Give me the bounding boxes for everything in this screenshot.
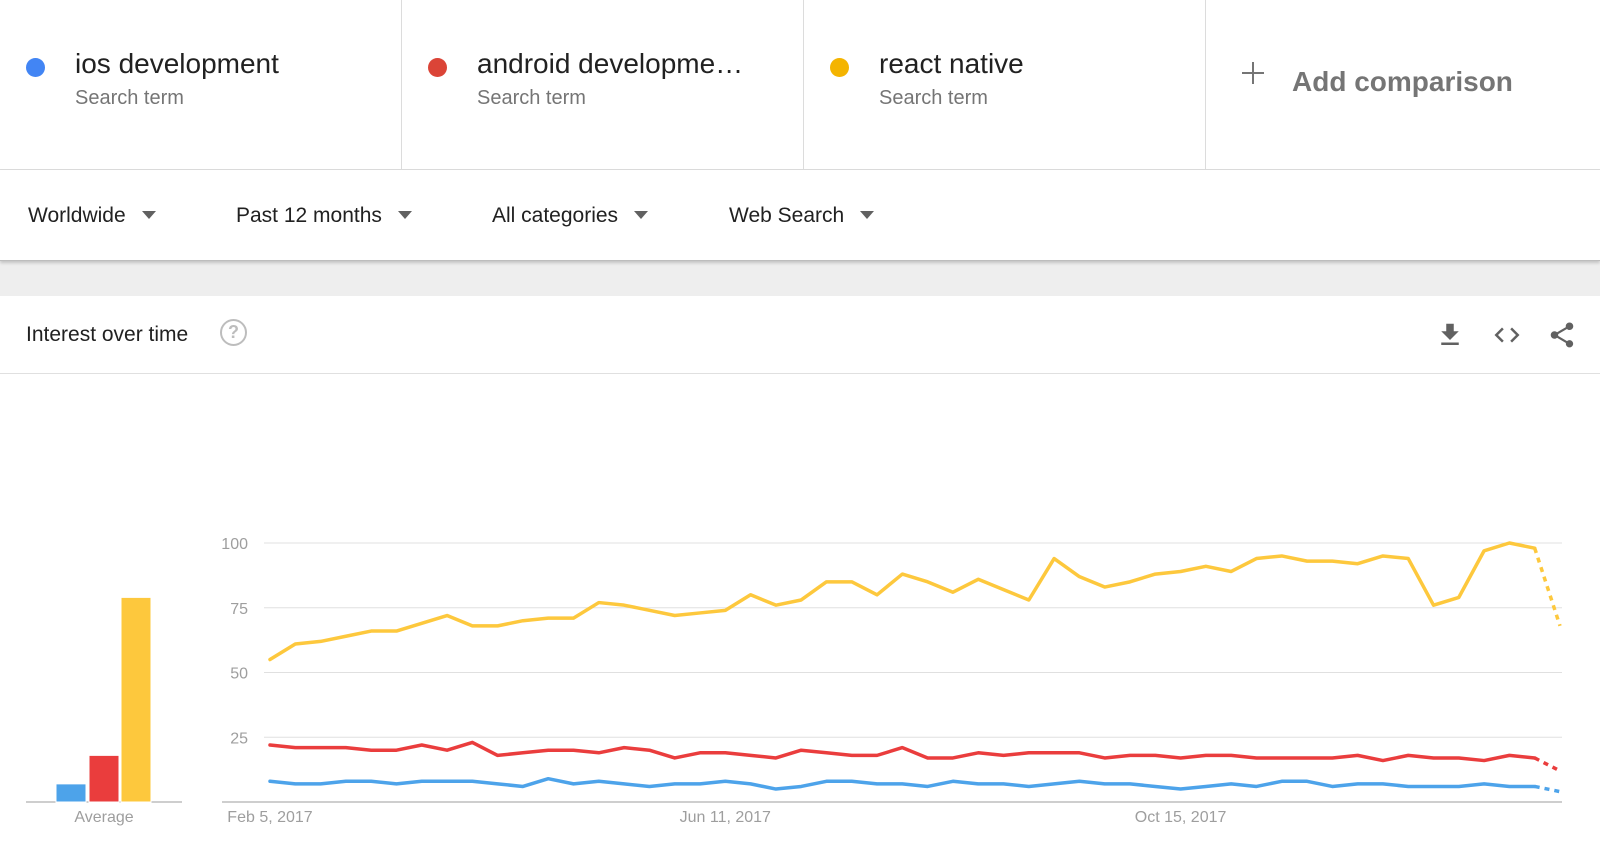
term-color-dot: [26, 58, 45, 77]
y-tick-label: 75: [230, 601, 248, 618]
interest-chart: Average 25 50 75 100 Feb 5, 2017 Jun 11, 201…: [26, 536, 1562, 826]
search-term-card-3[interactable]: react native Search term: [804, 0, 1206, 169]
filter-bar: Worldwide Past 12 months All categories …: [0, 170, 1600, 261]
search-term-card-2[interactable]: android developme… Search term: [402, 0, 804, 169]
interest-over-time-card: Interest over time ? Average 25 50 75 100 F…: [0, 296, 1600, 842]
search-term-label[interactable]: react native: [879, 48, 1024, 79]
series-partial-segment: [1534, 784, 1561, 794]
search-terms-bar: ios development Search term android deve…: [0, 0, 1600, 170]
series-partial-segment: [1533, 547, 1562, 627]
x-tick-label: Feb 5, 2017: [227, 809, 313, 826]
y-tick-label: 50: [230, 666, 248, 683]
average-bars: Average: [26, 596, 182, 826]
time-range-dropdown[interactable]: Past 12 months: [236, 204, 412, 228]
search-term-label[interactable]: ios development: [75, 48, 279, 79]
embed-code-icon[interactable]: [1492, 320, 1522, 350]
search-term-type: Search term: [879, 87, 988, 109]
caret-down-icon: [634, 211, 649, 219]
search-type-dropdown-label: Web Search: [729, 204, 845, 227]
y-axis-ticks: 25 50 75 100: [221, 536, 248, 747]
category-dropdown-label: All categories: [492, 204, 619, 227]
share-icon[interactable]: [1547, 320, 1577, 350]
chart-series: [268, 541, 1562, 794]
add-comparison-label: Add comparison: [1292, 66, 1513, 97]
section-divider: [0, 261, 1600, 296]
y-tick-label: 25: [230, 730, 248, 747]
category-dropdown[interactable]: All categories: [492, 204, 649, 228]
y-tick-label: 100: [221, 536, 248, 553]
series-line: [268, 740, 1537, 763]
x-axis-ticks: Feb 5, 2017 Jun 11, 2017 Oct 15, 2017: [227, 809, 1226, 826]
search-term-type: Search term: [477, 87, 586, 109]
caret-down-icon: [141, 211, 156, 219]
region-dropdown[interactable]: Worldwide: [28, 204, 156, 228]
plus-icon: [1242, 62, 1264, 84]
x-tick-label: Oct 15, 2017: [1135, 809, 1227, 826]
average-bar: [120, 596, 152, 803]
term-color-dot: [428, 58, 447, 77]
term-color-dot: [830, 58, 849, 77]
search-term-label[interactable]: android developme…: [477, 48, 744, 79]
x-tick-label: Jun 11, 2017: [680, 809, 771, 826]
search-term-card-1[interactable]: ios development Search term: [0, 0, 402, 169]
caret-down-icon: [397, 211, 412, 219]
average-bar: [55, 783, 87, 803]
series-partial-segment: [1533, 756, 1561, 773]
chart-gridlines: [222, 542, 1562, 803]
search-term-type: Search term: [75, 87, 184, 109]
add-comparison-button[interactable]: Add comparison: [1206, 0, 1598, 169]
search-type-dropdown[interactable]: Web Search: [729, 204, 875, 228]
series-line: [268, 776, 1537, 791]
download-icon[interactable]: [1435, 320, 1465, 350]
average-label: Average: [74, 809, 133, 826]
region-dropdown-label: Worldwide: [28, 204, 126, 227]
help-icon[interactable]: ?: [220, 319, 247, 346]
caret-down-icon: [860, 211, 875, 219]
card-header: Interest over time ?: [0, 296, 1600, 374]
average-bar: [88, 754, 120, 803]
time-range-dropdown-label: Past 12 months: [236, 204, 382, 227]
card-title: Interest over time: [26, 323, 189, 346]
series-line: [268, 541, 1537, 662]
